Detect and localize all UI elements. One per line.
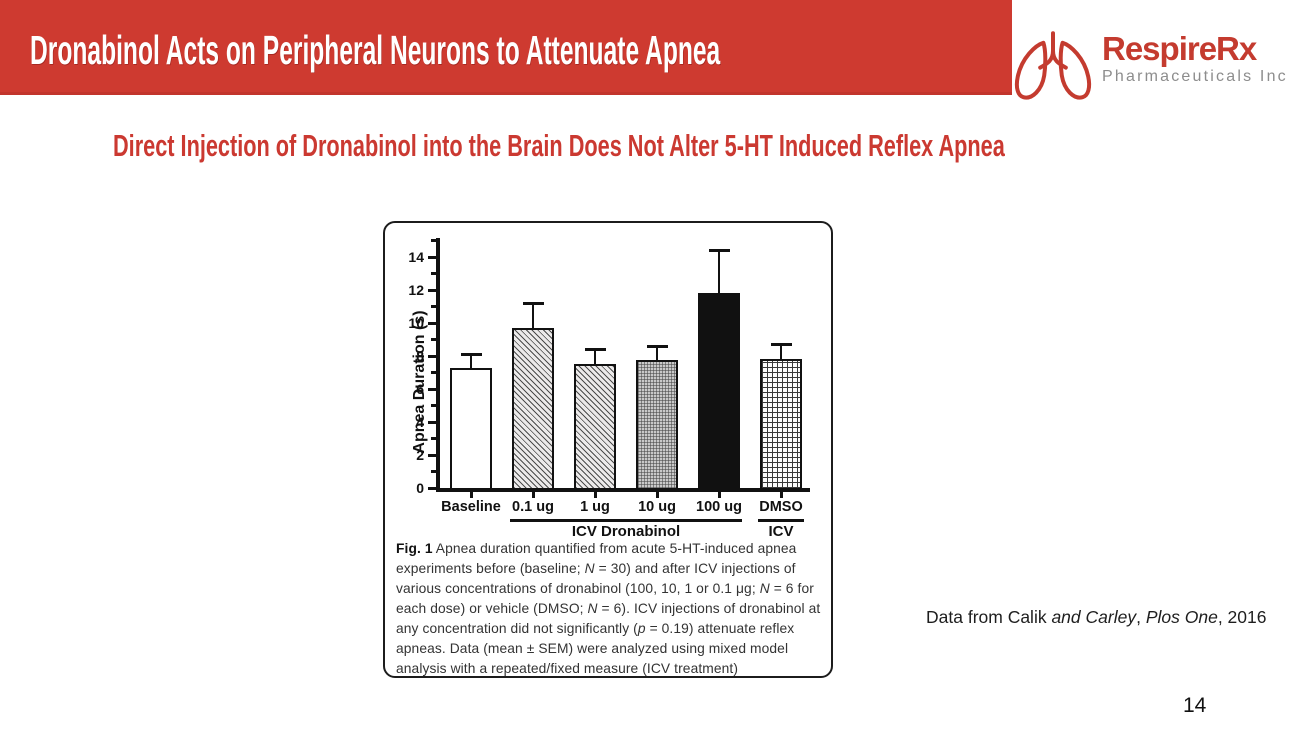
y-tick-label: 10 [408, 315, 424, 331]
x-category-label: 1 ug [580, 499, 610, 515]
y-axis [436, 238, 440, 492]
y-tick-label: 12 [408, 282, 424, 298]
bar-10-ug [636, 360, 678, 490]
slide-title: Dronabinol Acts on Peripheral Neurons to… [30, 27, 721, 73]
y-tick [431, 239, 436, 242]
y-tick [428, 354, 436, 358]
y-tick [428, 288, 436, 292]
logo-company-subtitle: Pharmaceuticals Inc [1102, 68, 1288, 85]
lungs-icon [1009, 30, 1097, 107]
group-underline [510, 519, 742, 522]
error-bar-line [779, 344, 783, 360]
y-tick [428, 387, 436, 391]
y-tick [428, 486, 436, 490]
x-tick [593, 492, 597, 498]
page-number: 14 [1183, 694, 1207, 717]
x-tick [779, 492, 783, 498]
x-tick [531, 492, 535, 498]
y-tick-label: 4 [416, 414, 424, 430]
y-tick [431, 371, 436, 374]
y-tick [428, 255, 436, 259]
logo-text: RespireRx Pharmaceuticals Inc [1102, 32, 1307, 86]
bar-baseline [450, 367, 492, 490]
group-underline [758, 519, 804, 522]
y-tick [428, 321, 436, 325]
error-bar-cap [708, 248, 730, 252]
y-tick [431, 338, 436, 341]
x-category-label: 100 ug [696, 499, 742, 515]
y-tick [431, 437, 436, 440]
slide-subtitle: Direct Injection of Dronabinol into the … [113, 128, 1005, 163]
header-banner: Dronabinol Acts on Peripheral Neurons to… [0, 0, 1012, 95]
x-category-label: Baseline [441, 499, 501, 515]
bar-chart: Apnea Duration (s) 0 2 4 6 8 10 12 14 Baseline 0.… [385, 223, 831, 543]
error-bar-cap [522, 301, 544, 305]
y-tick [431, 272, 436, 275]
y-tick [431, 470, 436, 473]
group-label: ICV Dronabinol [571, 523, 681, 540]
y-tick-label: 0 [416, 480, 424, 496]
error-bar-cap [460, 352, 482, 356]
error-bar-line [469, 354, 473, 368]
logo-company-name: RespireRx [1102, 30, 1257, 67]
x-axis [436, 488, 810, 492]
y-tick-label: 14 [408, 249, 424, 265]
y-tick [431, 404, 436, 407]
company-logo: RespireRx Pharmaceuticals Inc [1007, 22, 1307, 102]
error-bar-cap [646, 344, 668, 348]
y-tick-label: 6 [416, 381, 424, 397]
x-tick [655, 492, 659, 498]
error-bar-line [593, 349, 597, 365]
error-bar-line [531, 303, 535, 328]
error-bar-cap [584, 347, 606, 351]
figure-box: Apnea Duration (s) 0 2 4 6 8 10 12 14 Baseline 0.… [383, 221, 833, 678]
y-tick [428, 453, 436, 457]
x-category-label: 10 ug [638, 499, 676, 515]
group-label: ICV [768, 523, 794, 540]
error-bar-cap [770, 342, 792, 346]
y-tick-label: 2 [416, 447, 424, 463]
figure-caption: Fig. 1 Apnea duration quantified from ac… [396, 541, 821, 676]
bar-100-ug [698, 293, 740, 490]
x-category-label: DMSO [759, 499, 803, 515]
bar-dmso [760, 359, 802, 490]
error-bar-line [655, 346, 659, 361]
y-tick [431, 305, 436, 308]
bar-0-1-ug [512, 327, 554, 490]
y-tick [428, 420, 436, 424]
x-category-label: 0.1 ug [512, 499, 554, 515]
x-tick [469, 492, 473, 498]
y-tick-label: 8 [416, 348, 424, 364]
x-tick [717, 492, 721, 498]
citation: Data from Calik and Carley, Plos One, 20… [926, 607, 1267, 627]
bar-1-ug [574, 364, 616, 490]
error-bar-line [717, 250, 721, 294]
